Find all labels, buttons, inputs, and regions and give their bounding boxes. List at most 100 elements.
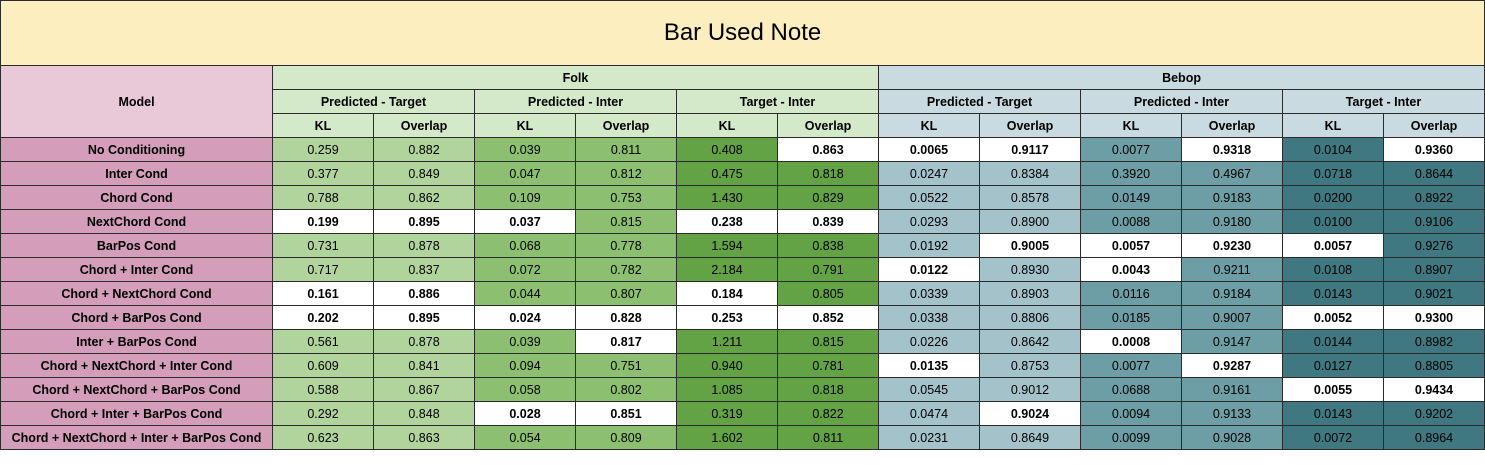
value-cell: 0.184 <box>676 281 778 306</box>
table-row: Inter + BarPos Cond 0.561 0.878 0.039 0.817 1… <box>0 329 1485 354</box>
value-cell: 0.8753 <box>979 353 1081 378</box>
table-body: No Conditioning 0.259 0.882 0.039 0.811 0.408… <box>0 137 1485 450</box>
model-name-cell: Chord + NextChord Cond <box>0 281 273 306</box>
value-cell: 1.602 <box>676 425 778 450</box>
value-cell: 0.8922 <box>1382 185 1485 210</box>
value-cell: 0.609 <box>272 353 374 378</box>
value-cell: 0.0135 <box>878 353 980 378</box>
table-row: Chord + BarPos Cond 0.202 0.895 0.024 0.828 0… <box>0 305 1485 330</box>
value-cell: 0.0043 <box>1080 257 1182 282</box>
value-cell: 0.9024 <box>979 401 1081 426</box>
value-cell: 0.828 <box>575 305 677 330</box>
value-cell: 0.094 <box>474 353 576 378</box>
model-name-cell: Chord + NextChord + Inter Cond <box>0 353 273 378</box>
value-cell: 0.0072 <box>1282 425 1384 450</box>
table-row: Chord + NextChord + Inter Cond 0.609 0.841… <box>0 353 1485 378</box>
value-cell: 0.0474 <box>878 401 980 426</box>
value-cell: 0.054 <box>474 425 576 450</box>
value-cell: 0.3920 <box>1080 161 1182 186</box>
model-name-cell: Chord + NextChord + BarPos Cond <box>0 377 273 402</box>
value-cell: 0.9117 <box>979 137 1081 162</box>
value-cell: 0.839 <box>777 209 879 234</box>
value-cell: 0.841 <box>373 353 475 378</box>
value-cell: 0.807 <box>575 281 677 306</box>
value-cell: 0.788 <box>272 185 374 210</box>
value-cell: 0.837 <box>373 257 475 282</box>
value-cell: 0.8903 <box>979 281 1081 306</box>
metric-header: KL <box>1282 113 1384 138</box>
value-cell: 0.9434 <box>1382 377 1485 402</box>
value-cell: 0.292 <box>272 401 374 426</box>
value-cell: 0.199 <box>272 209 374 234</box>
value-cell: 0.882 <box>373 137 475 162</box>
group-header-row: Model Folk Bebop <box>0 65 1485 138</box>
value-cell: 0.805 <box>777 281 879 306</box>
value-cell: 0.852 <box>777 305 879 330</box>
value-cell: 0.561 <box>272 329 374 354</box>
value-cell: 0.4967 <box>1181 161 1283 186</box>
value-cell: 0.878 <box>373 329 475 354</box>
value-cell: 0.024 <box>474 305 576 330</box>
value-cell: 0.8964 <box>1382 425 1485 450</box>
value-cell: 0.9133 <box>1181 401 1283 426</box>
value-cell: 0.044 <box>474 281 576 306</box>
value-cell: 0.8642 <box>979 329 1081 354</box>
model-name-cell: Inter Cond <box>0 161 273 186</box>
value-cell: 1.211 <box>676 329 778 354</box>
value-cell: 0.9028 <box>1181 425 1283 450</box>
value-cell: 0.0065 <box>878 137 980 162</box>
table-row: Inter Cond 0.377 0.849 0.047 0.812 0.475 0.818… <box>0 161 1485 186</box>
value-cell: 0.8806 <box>979 305 1081 330</box>
value-cell: 1.430 <box>676 185 778 210</box>
value-cell: 0.0094 <box>1080 401 1182 426</box>
value-cell: 0.0545 <box>878 377 980 402</box>
table-row: Chord Cond 0.788 0.862 0.109 0.753 1.430 0.829… <box>0 185 1485 210</box>
value-cell: 0.781 <box>777 353 879 378</box>
value-cell: 0.8649 <box>979 425 1081 450</box>
value-cell: 0.817 <box>575 329 677 354</box>
value-cell: 0.8384 <box>979 161 1081 186</box>
value-cell: 0.9230 <box>1181 233 1283 258</box>
value-cell: 0.161 <box>272 281 374 306</box>
value-cell: 0.0226 <box>878 329 980 354</box>
table-row: No Conditioning 0.259 0.882 0.039 0.811 0.408… <box>0 137 1485 162</box>
value-cell: 0.782 <box>575 257 677 282</box>
value-cell: 0.811 <box>575 137 677 162</box>
model-column-header: Model <box>0 65 273 138</box>
value-cell: 0.8930 <box>979 257 1081 282</box>
value-cell: 0.202 <box>272 305 374 330</box>
value-cell: 0.9012 <box>979 377 1081 402</box>
value-cell: 2.184 <box>676 257 778 282</box>
table-row: Chord + Inter Cond 0.717 0.837 0.072 0.782 2.… <box>0 257 1485 282</box>
value-cell: 0.0231 <box>878 425 980 450</box>
value-cell: 0.0055 <box>1282 377 1384 402</box>
value-cell: 0.829 <box>777 185 879 210</box>
bebop-group-header: Bebop <box>877 65 1485 90</box>
value-cell: 0.037 <box>474 209 576 234</box>
value-cell: 0.9147 <box>1181 329 1283 354</box>
value-cell: 0.815 <box>575 209 677 234</box>
pair-header: Target - Inter <box>676 89 879 114</box>
metric-header: Overlap <box>373 113 475 138</box>
value-cell: 0.8900 <box>979 209 1081 234</box>
value-cell: 0.039 <box>474 137 576 162</box>
model-name-cell: Chord + Inter + BarPos Cond <box>0 401 273 426</box>
value-cell: 0.9184 <box>1181 281 1283 306</box>
value-cell: 0.9180 <box>1181 209 1283 234</box>
value-cell: 1.085 <box>676 377 778 402</box>
value-cell: 0.848 <box>373 401 475 426</box>
value-cell: 0.8644 <box>1382 161 1485 186</box>
value-cell: 0.0149 <box>1080 185 1182 210</box>
value-cell: 0.9021 <box>1382 281 1485 306</box>
pair-header-row: Predicted - Target Predicted - Inter Tar… <box>1 89 1485 114</box>
pair-header: Target - Inter <box>1281 89 1485 114</box>
value-cell: 0.028 <box>474 401 576 426</box>
value-cell: 0.0293 <box>878 209 980 234</box>
value-cell: 0.812 <box>575 161 677 186</box>
value-cell: 0.9211 <box>1181 257 1283 282</box>
metric-header: KL <box>878 113 980 138</box>
metric-header: Overlap <box>1181 113 1283 138</box>
folk-group-header: Folk <box>272 65 879 90</box>
metric-header-row: KL Overlap KL Overlap KL Overlap KL Over… <box>1 113 1485 138</box>
value-cell: 0.253 <box>676 305 778 330</box>
